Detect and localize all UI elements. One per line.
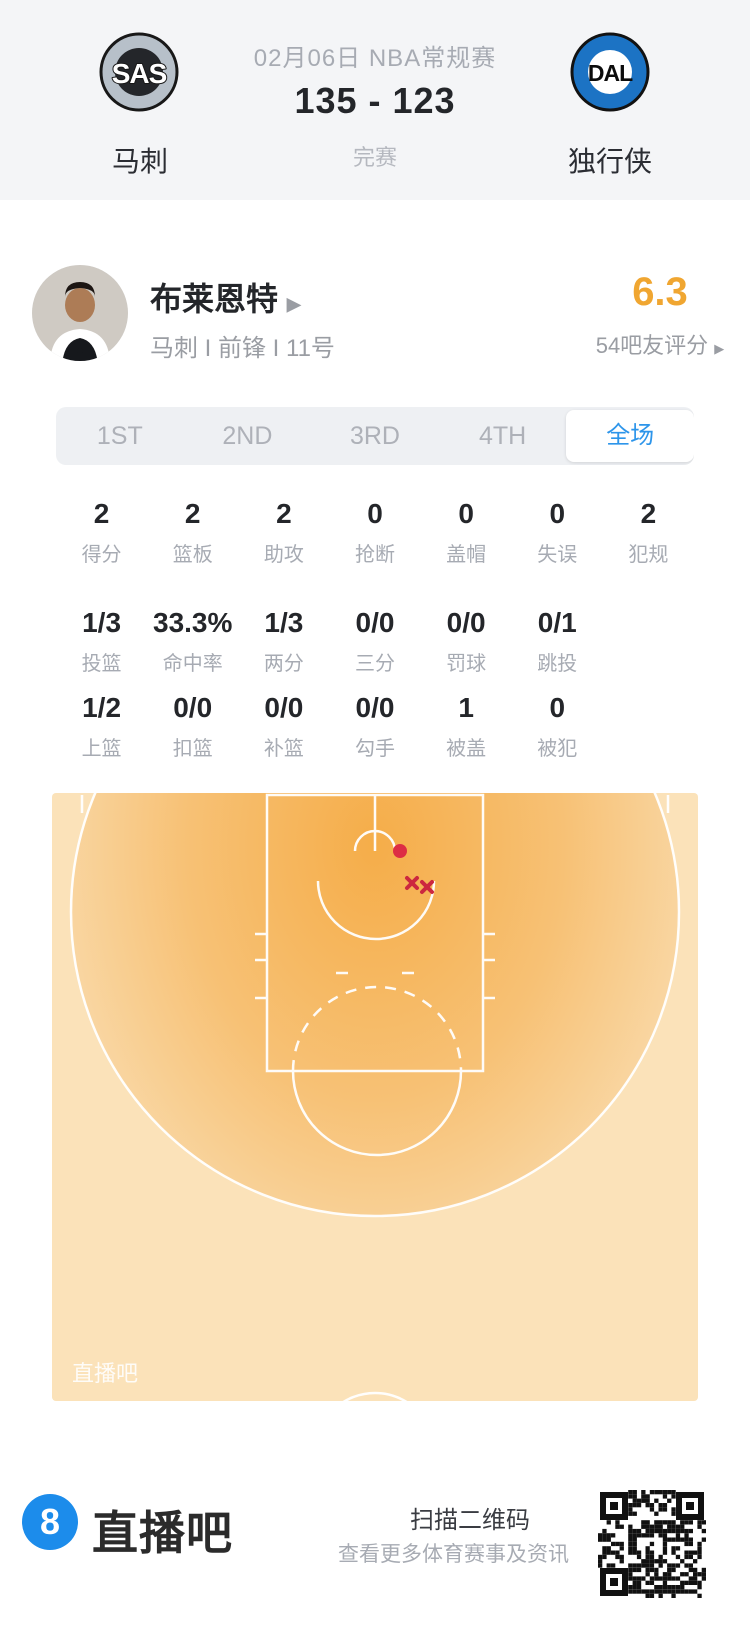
svg-text:直播吧: 直播吧 — [72, 1361, 138, 1386]
